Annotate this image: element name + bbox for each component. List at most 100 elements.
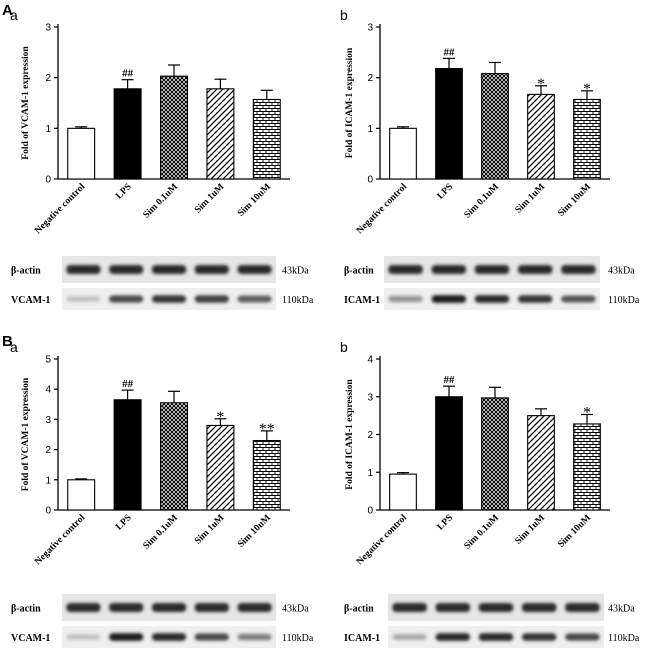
x-category-label: Negative control	[355, 182, 409, 236]
x-category-label: Sim 0.1uM	[142, 182, 180, 220]
blot-band	[565, 603, 600, 612]
subpanel-letter: b	[340, 7, 348, 23]
blot-band	[478, 633, 514, 641]
blot-band	[521, 603, 557, 612]
blot-strip	[384, 256, 600, 283]
blot-size-label: 43kDa	[282, 604, 309, 615]
blot-band	[151, 295, 187, 303]
blot-band	[521, 633, 557, 641]
y-tick-label: 1	[45, 475, 51, 486]
blot-strip	[62, 626, 276, 648]
significance-marker: *	[583, 81, 591, 98]
x-category-label: LPS	[114, 182, 133, 201]
blot-band	[392, 634, 427, 640]
x-category-label: Negative control	[355, 513, 409, 567]
blot-size-label: 110kDa	[282, 633, 314, 644]
significance-marker: *	[583, 404, 591, 421]
blot-size-label: 110kDa	[282, 295, 314, 306]
subpanel-letter: b	[340, 339, 348, 355]
blot-band	[561, 265, 596, 274]
blot-band	[194, 603, 229, 612]
blot-band	[109, 265, 144, 274]
blot-row-label: β-actin	[344, 266, 374, 277]
y-tick-label: 1	[367, 468, 373, 479]
blot-strip	[62, 288, 276, 310]
y-tick-label: 3	[367, 23, 373, 34]
x-category-label: LPS	[436, 513, 455, 532]
blot-band	[194, 265, 229, 274]
blot-band	[517, 295, 553, 303]
x-category-label: Sim 0.1uM	[463, 513, 501, 551]
bar	[113, 88, 142, 180]
bar	[252, 98, 281, 180]
y-tick-label: 2	[367, 73, 373, 84]
blot-row-label: β-actin	[11, 604, 41, 615]
blot-strip	[62, 256, 276, 283]
chart-Ab: b Fold of ICAM-1 expression 0 1 2 3 Negative c…	[340, 7, 640, 310]
significance-marker: **	[259, 421, 275, 438]
blot-band	[66, 265, 101, 274]
bar	[206, 424, 235, 511]
bar	[389, 473, 417, 511]
blot-row-label: β-actin	[344, 604, 374, 615]
y-tick-label: 0	[367, 175, 373, 186]
blot-size-label: 43kDa	[608, 266, 635, 277]
bar	[159, 75, 189, 180]
panel-letter-B: B	[2, 333, 13, 350]
blot-band	[565, 633, 600, 641]
blot-size-label: 43kDa	[608, 604, 635, 615]
y-tick-label: 3	[45, 415, 51, 426]
x-category-label: Sim 1uM	[514, 182, 547, 215]
chart-Ba: a Fold of VCAM-1 expression 0 1 2 3 4 5 Negative…	[10, 339, 314, 648]
x-category-label: Sim 1uM	[193, 182, 226, 215]
y-tick-label: 5	[45, 355, 51, 366]
y-tick-label: 2	[45, 73, 51, 84]
blot-band	[109, 295, 144, 303]
blot-strip	[388, 626, 604, 648]
blot-band	[194, 633, 229, 641]
subpanel-letter: a	[10, 339, 18, 355]
y-tick-label: 2	[367, 430, 373, 441]
y-axis-label: Fold of VCAM-1 expression	[21, 377, 31, 491]
blot-band	[435, 633, 471, 641]
blot-strip	[62, 594, 276, 621]
blot-band	[237, 603, 272, 612]
blot-band	[474, 265, 510, 274]
x-category-label: LPS	[436, 182, 455, 201]
bar	[159, 402, 189, 511]
blot-band	[151, 265, 187, 274]
blot-band	[151, 603, 187, 612]
x-category-label: Sim 1uM	[193, 513, 226, 546]
blot-size-label: 43kDa	[282, 266, 309, 277]
blot-band	[431, 265, 467, 274]
bar	[481, 397, 509, 511]
y-tick-label: 1	[45, 124, 51, 135]
bar	[573, 423, 601, 511]
blot-band	[66, 603, 101, 612]
bar	[67, 479, 96, 511]
y-tick-label: 4	[367, 355, 373, 366]
blot-band	[237, 633, 272, 641]
blot-row-label: β-actin	[11, 266, 41, 277]
y-tick-label: 0	[45, 506, 51, 517]
y-tick-label: 1	[367, 124, 373, 135]
blot-row-label: ICAM-1	[344, 633, 380, 644]
y-axis-label: Fold of ICAM-1 expression	[345, 47, 355, 158]
blot-row-label: VCAM-1	[11, 633, 50, 644]
bar	[435, 396, 463, 511]
bar	[252, 439, 281, 511]
x-category-label: Sim 10uM	[556, 182, 593, 219]
significance-marker: ##	[444, 46, 456, 58]
significance-marker: *	[537, 76, 545, 93]
y-tick-label: 0	[45, 175, 51, 186]
blot-band	[109, 633, 144, 641]
significance-marker: *	[216, 409, 224, 426]
blot-band	[435, 603, 471, 612]
blot-band	[388, 295, 423, 303]
blot-band	[151, 633, 187, 641]
chart-Aa: a Fold of VCAM-1 expression 0 1 2 3 Negative c…	[10, 7, 314, 310]
blot-band	[392, 603, 427, 612]
bar	[481, 73, 509, 180]
bar	[527, 93, 555, 180]
